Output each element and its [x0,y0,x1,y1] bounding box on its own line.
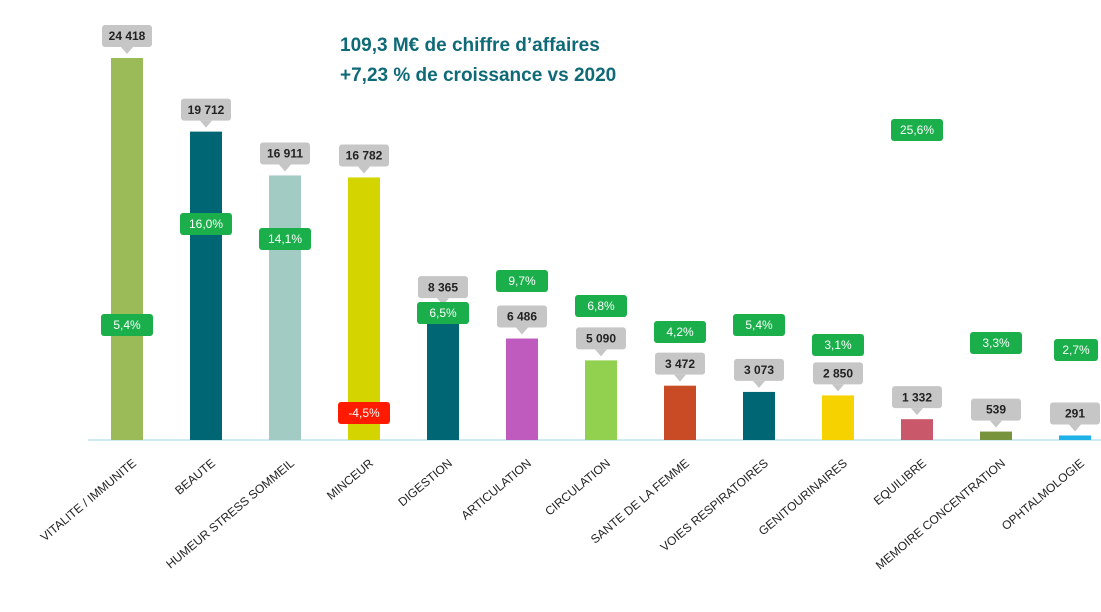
bar [664,385,696,440]
value-label-box [734,358,784,381]
value-label: 24 418 [109,29,146,43]
x-tick-label: MINCEUR [324,456,376,503]
growth-label-box [259,228,311,250]
value-label: 5 090 [586,332,616,346]
x-tick-label: MEMOIRE CONCENTRATION [873,456,1008,572]
bar [111,58,143,440]
value-label-box [418,276,468,299]
chart-title: 109,3 M€ de chiffre d’affaires [340,35,600,56]
growth-label: 2,7% [1062,343,1090,357]
value-label-pointer [753,380,765,388]
growth-label-box [338,402,390,424]
x-tick-label: GENITOURINAIRES [756,456,850,538]
bar [980,431,1012,440]
bar [427,309,459,440]
value-label-box [102,25,152,47]
x-tick-label: OPHTALMOLOGIE [999,456,1087,533]
growth-label: 6,5% [429,306,457,320]
growth-label: 6,8% [587,299,615,313]
value-label-pointer [516,327,528,335]
value-label-pointer [911,408,923,416]
bar [901,419,933,440]
chart-subtitle: +7,23 % de croissance vs 2020 [340,65,616,86]
bar [585,360,617,440]
growth-label-box [1054,339,1098,361]
value-label-box [576,327,626,350]
bar [269,175,301,440]
growth-label: 14,1% [268,232,302,246]
value-label: 539 [986,403,1006,417]
bar [822,395,854,440]
growth-label: 3,3% [982,336,1010,350]
value-label-pointer [200,120,212,128]
value-label-box [1050,402,1100,425]
value-label-pointer [358,166,370,174]
growth-label-box [733,314,785,336]
growth-label: 5,4% [745,318,773,332]
value-label-box [260,142,310,165]
value-label-pointer [990,420,1002,428]
growth-label-box [812,334,864,356]
value-label: 3 073 [744,363,774,377]
growth-label-box [654,321,706,343]
value-label-pointer [674,374,686,382]
value-label: 16 911 [267,147,303,161]
growth-label-box [970,332,1022,354]
value-label: 6 486 [507,310,537,324]
value-label-box [971,398,1021,421]
value-label-pointer [595,349,607,357]
value-label-box [655,352,705,375]
x-tick-label: EQUILIBRE [871,456,929,508]
x-tick-label: HUMEUR STRESS SOMMEIL [163,456,297,572]
growth-label: -4,5% [348,406,380,420]
x-tick-label: ARTICULATION [458,456,534,523]
growth-label-box [575,295,627,317]
value-label: 19 712 [188,103,225,117]
growth-label: 5,4% [113,318,141,332]
value-label-pointer [832,384,844,392]
bar [506,338,538,440]
value-label-box [813,362,863,385]
x-tick-label: DIGESTION [395,456,455,509]
growth-label-box [417,302,469,324]
value-label: 16 782 [346,149,383,163]
value-label: 8 365 [428,280,458,294]
growth-label: 16,0% [189,217,223,231]
value-label-pointer [121,47,133,54]
x-tick-label: VITALITE / IMMUNITE [38,456,139,544]
value-label-box [892,386,942,409]
growth-label-box [496,270,548,292]
value-label-pointer [1069,424,1081,432]
growth-label: 25,6% [900,123,934,137]
growth-label-box [101,314,153,336]
value-label-pointer [279,164,291,172]
bar [1059,435,1091,440]
value-label: 291 [1065,407,1085,421]
bar [743,391,775,440]
bar [348,177,380,440]
value-label-box [339,144,389,167]
value-label: 2 850 [823,367,853,381]
bar [190,131,222,441]
growth-label: 9,7% [508,274,536,288]
x-tick-label: CIRCULATION [542,456,613,518]
growth-label: 4,2% [666,325,694,339]
growth-label-box [180,213,232,235]
value-label-box [497,305,547,328]
value-label-pointer [437,298,449,306]
value-label: 1 332 [902,390,932,404]
growth-label: 3,1% [824,338,852,352]
value-label: 3 472 [665,357,695,371]
value-label-box [181,98,231,121]
x-tick-label: BEAUTE [172,456,218,498]
growth-label-box [891,119,943,141]
